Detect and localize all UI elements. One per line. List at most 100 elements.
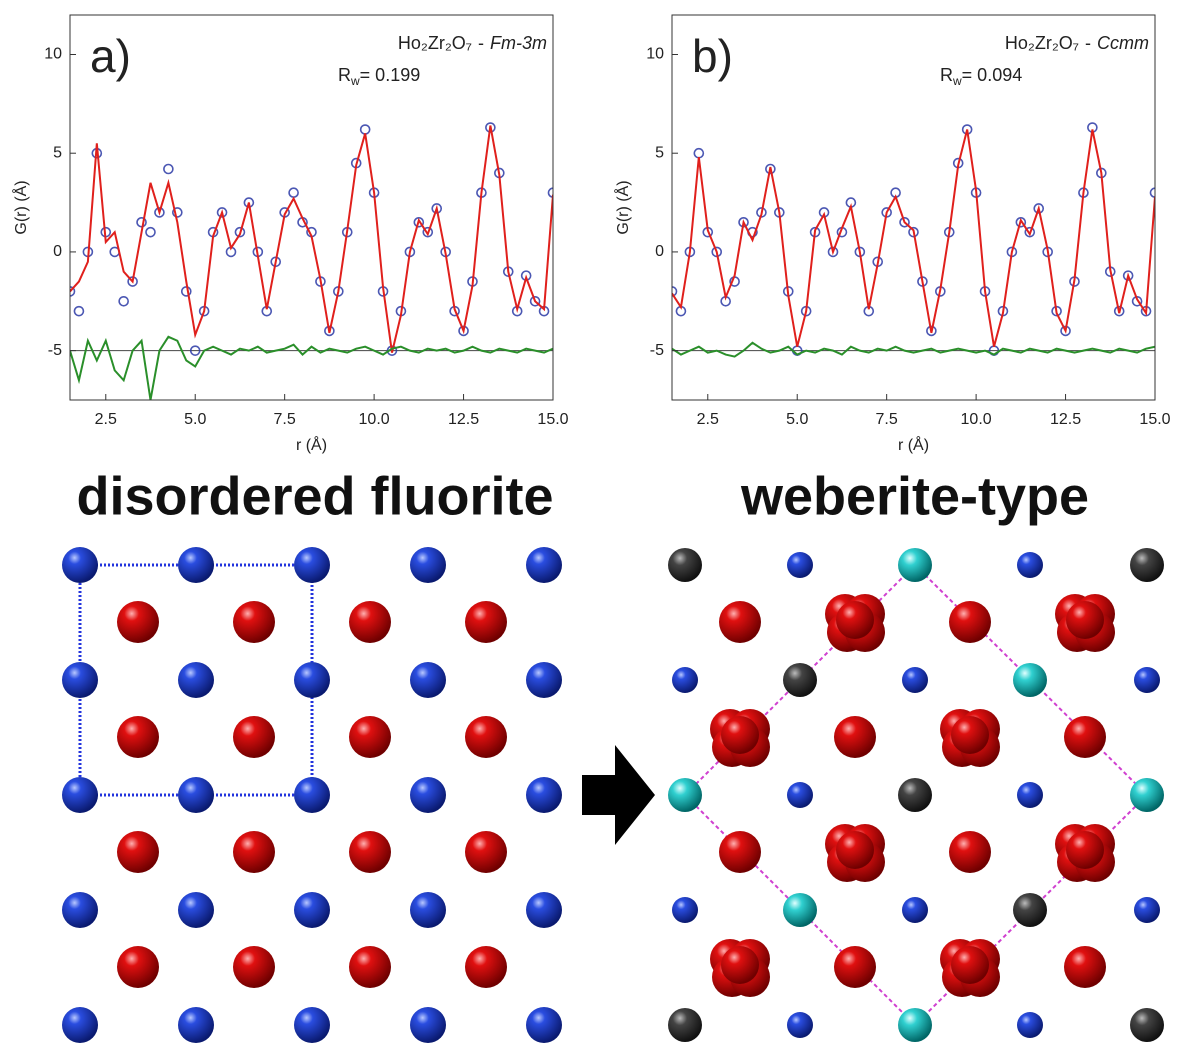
fit-line bbox=[70, 125, 553, 353]
observed-point bbox=[288, 187, 299, 198]
y-tick-label: 0 bbox=[53, 243, 62, 260]
cation-atom bbox=[62, 892, 98, 928]
oxygen-atom bbox=[465, 831, 507, 873]
cation-atom bbox=[787, 782, 813, 808]
panel-label: b) bbox=[692, 30, 733, 82]
observed-point bbox=[1113, 305, 1125, 317]
fit-subscript: w bbox=[952, 74, 962, 88]
oxygen-atom bbox=[117, 831, 159, 873]
observed-point bbox=[1015, 217, 1027, 228]
cation-atom bbox=[1130, 548, 1164, 582]
cation-atom bbox=[1130, 1008, 1164, 1042]
oxygen-atom bbox=[1064, 946, 1106, 988]
observed-point bbox=[216, 207, 228, 218]
separator: - bbox=[1085, 33, 1091, 53]
observed-point bbox=[926, 325, 937, 337]
x-tick-label: 12.5 bbox=[1050, 411, 1081, 428]
cation-atom bbox=[1013, 663, 1047, 697]
structure-formula: Ho₂Zr₂O₇ - Ccmm bbox=[1005, 33, 1149, 53]
fit-subscript: w bbox=[350, 74, 360, 88]
oxygen-atom bbox=[117, 716, 159, 758]
oxygen-atom bbox=[117, 601, 159, 643]
oxygen-cluster bbox=[721, 716, 759, 754]
cation-atom bbox=[668, 548, 702, 582]
structure-title: weberite-type bbox=[740, 466, 1089, 526]
cation-atom bbox=[526, 662, 562, 698]
cation-atom bbox=[783, 663, 817, 697]
observed-point bbox=[422, 226, 434, 238]
cation-atom bbox=[787, 552, 813, 578]
oxygen-atom bbox=[233, 946, 275, 988]
oxygen-atom bbox=[233, 716, 275, 758]
observed-point bbox=[529, 295, 541, 307]
cation-atom bbox=[898, 1008, 932, 1042]
formula: Ho₂Zr₂O₇ bbox=[398, 33, 472, 53]
cation-atom bbox=[1013, 893, 1047, 927]
observed-point bbox=[324, 325, 335, 337]
x-axis-label: r (Å) bbox=[898, 435, 929, 454]
x-tick-label: 5.0 bbox=[786, 411, 808, 428]
cation-atom bbox=[178, 892, 214, 928]
cation-atom bbox=[1017, 782, 1043, 808]
observed-point bbox=[1024, 226, 1036, 238]
observed-point bbox=[693, 147, 705, 159]
cation-atom bbox=[178, 547, 214, 583]
y-tick-label: 5 bbox=[655, 144, 664, 161]
observed-point bbox=[1122, 270, 1134, 281]
observed-point bbox=[672, 286, 678, 297]
cation-atom bbox=[526, 1007, 562, 1043]
oxygen-atom bbox=[834, 946, 876, 988]
y-tick-label: -5 bbox=[650, 342, 664, 359]
cation-atom bbox=[526, 777, 562, 813]
cation-atom bbox=[526, 547, 562, 583]
cation-atom bbox=[62, 1007, 98, 1043]
oxygen-atom bbox=[465, 716, 507, 758]
observed-point bbox=[172, 207, 183, 218]
cation-atom bbox=[902, 897, 928, 923]
x-tick-label: 10.0 bbox=[961, 411, 992, 428]
oxygen-atom bbox=[349, 601, 391, 643]
oxygen-atom bbox=[349, 716, 391, 758]
observed-point bbox=[1149, 187, 1155, 198]
cation-atom bbox=[1017, 1012, 1043, 1038]
oxygen-cluster bbox=[1066, 831, 1104, 869]
y-tick-label: -5 bbox=[48, 342, 62, 359]
y-tick-label: 0 bbox=[655, 243, 664, 260]
plot-area bbox=[672, 122, 1155, 358]
oxygen-atom bbox=[719, 831, 761, 873]
fit-value: = 0.199 bbox=[360, 65, 421, 85]
y-tick-label: 10 bbox=[646, 46, 664, 63]
observed-point bbox=[118, 295, 129, 307]
observed-point bbox=[547, 187, 553, 198]
cation-atom bbox=[294, 547, 330, 583]
structure-formula: Ho₂Zr₂O₇ - Fm-3m bbox=[398, 33, 547, 53]
cation-atom bbox=[898, 548, 932, 582]
cation-atom bbox=[178, 777, 214, 813]
oxygen-atom bbox=[233, 601, 275, 643]
x-tick-label: 15.0 bbox=[1139, 411, 1170, 428]
cation-atom bbox=[668, 1008, 702, 1042]
x-tick-label: 7.5 bbox=[876, 411, 898, 428]
fit-quality: Rw= 0.199 bbox=[338, 65, 420, 88]
oxygen-cluster bbox=[951, 946, 989, 984]
cation-atom bbox=[1130, 778, 1164, 812]
cation-atom bbox=[294, 1007, 330, 1043]
x-tick-label: 12.5 bbox=[448, 411, 479, 428]
oxygen-atom bbox=[349, 946, 391, 988]
cation-atom bbox=[783, 893, 817, 927]
space-group: Fm-3m bbox=[490, 33, 547, 53]
cation-atom bbox=[410, 547, 446, 583]
axes-frame bbox=[69, 14, 554, 401]
oxygen-atom bbox=[117, 946, 159, 988]
cation-atom bbox=[410, 892, 446, 928]
fit-quantity: R bbox=[940, 65, 953, 85]
fit-value: = 0.094 bbox=[962, 65, 1023, 85]
cation-atom bbox=[672, 667, 698, 693]
observed-point bbox=[359, 124, 371, 135]
oxygen-atom bbox=[233, 831, 275, 873]
cation-atom bbox=[1134, 897, 1160, 923]
cation-atom bbox=[902, 667, 928, 693]
fit-line bbox=[672, 341, 1155, 358]
observed-point bbox=[765, 163, 776, 175]
